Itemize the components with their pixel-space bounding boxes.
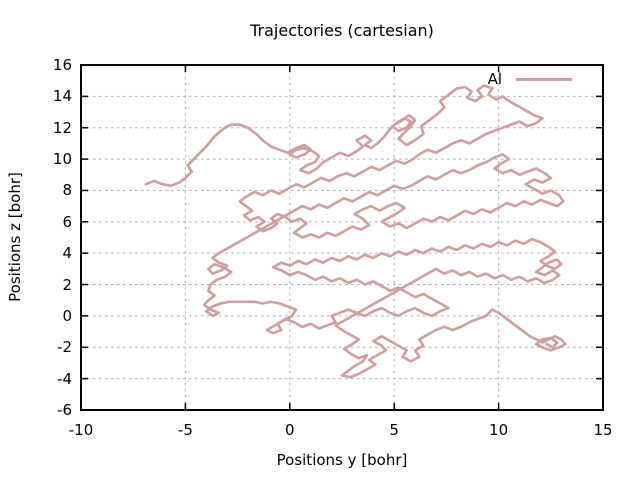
y-tick-label: 14 [52, 87, 72, 106]
y-tick-label: -4 [57, 369, 72, 388]
y-tick-label: 6 [62, 212, 72, 231]
y-tick-label: 4 [62, 244, 72, 263]
trajectory-path [144, 84, 567, 379]
y-tick-label: -2 [57, 338, 72, 357]
x-tick-label: 10 [489, 421, 509, 439]
x-axis-label: Positions y [bohr] [276, 451, 408, 469]
y-tick-label: 10 [52, 150, 72, 169]
plot-border [80, 64, 604, 411]
y-tick-label: 16 [52, 56, 72, 74]
chart-title: Trajectories (cartesian) [250, 21, 434, 40]
legend: Al [450, 68, 590, 90]
x-tick-label: 5 [389, 421, 399, 439]
x-tick-label: -5 [177, 421, 193, 439]
y-tick-label: 12 [52, 118, 72, 137]
x-tick-label: 0 [285, 421, 295, 439]
y-tick-label: 0 [62, 306, 72, 325]
x-tick-label: 15 [593, 421, 613, 439]
y-tick-label: 8 [62, 181, 72, 200]
y-tick-label: -6 [57, 401, 72, 419]
legend-series-label: Al [487, 70, 502, 88]
y-tick-label: 2 [62, 275, 72, 294]
legend-line-sample [516, 77, 572, 81]
x-tick-label: -10 [68, 421, 94, 439]
